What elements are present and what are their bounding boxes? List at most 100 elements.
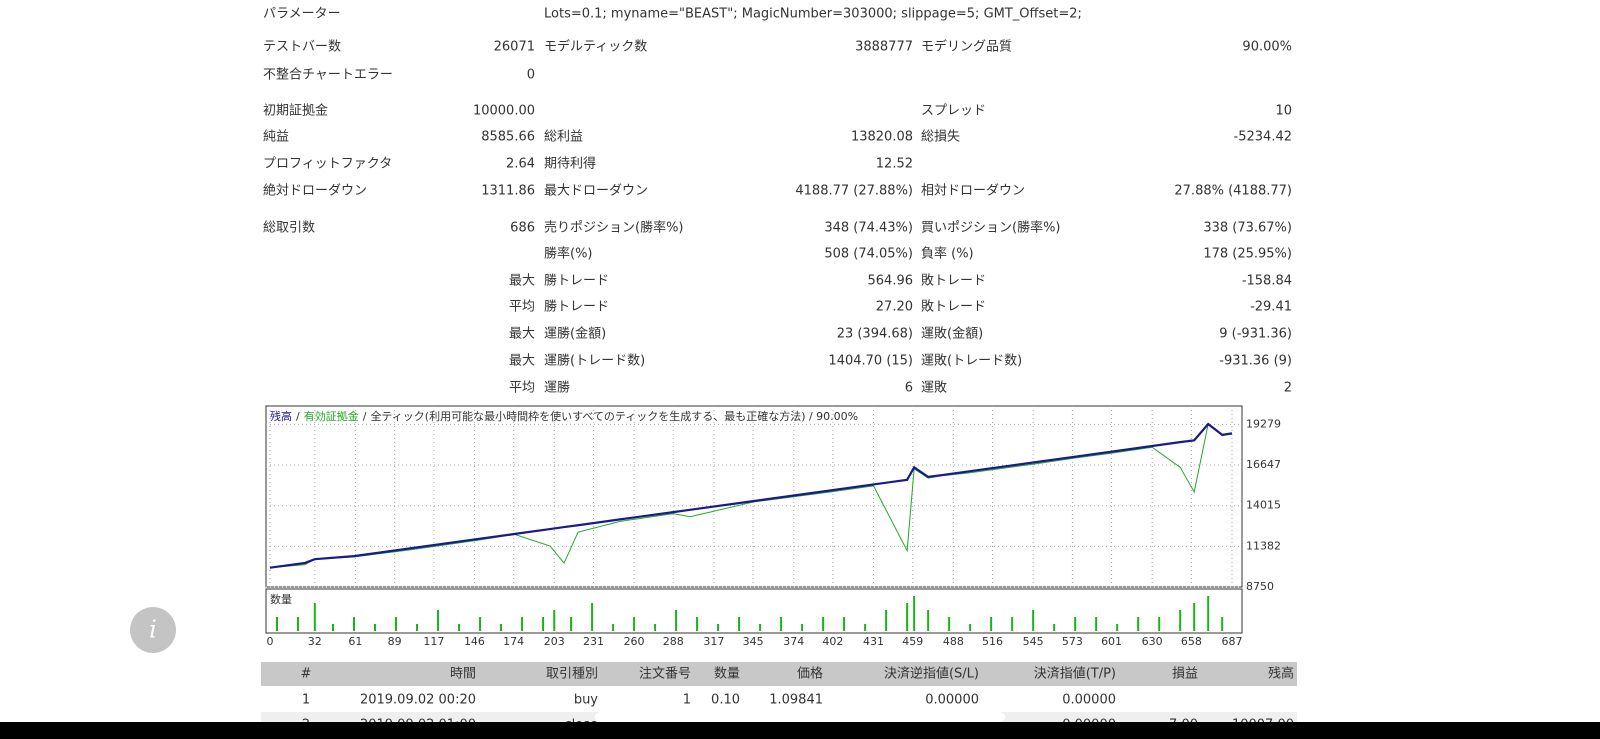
table-header: 注文番号 [639,667,691,682]
x-tick-label: 374 [783,635,804,648]
report-value: 0 [527,68,535,83]
report-value: 1404.70 (15) [828,354,913,369]
report-label: 総損失 [921,130,960,145]
report-label: 不整合チャートエラー [263,68,393,83]
report-label: スプレッド [921,104,986,119]
report-label: モデルティック数 [544,39,647,55]
report-value: -29.41 [1250,300,1292,315]
x-tick-label: 402 [822,635,843,648]
table-header: 損益 [1172,667,1198,682]
report-value: 686 [510,221,535,236]
volume-bar [374,624,377,631]
report-value: 13820.08 [851,130,913,145]
legend-separator: / [296,410,300,423]
report-label: 運敗(トレード数) [921,354,1022,369]
x-tick-label: 117 [423,635,444,648]
volume-bar [843,617,846,631]
volume-bar [1221,617,1224,631]
x-tick-label: 231 [583,635,604,648]
volume-bar [479,617,482,631]
info-button[interactable] [130,607,176,653]
report-value: 564.96 [868,274,914,289]
report-value: 4188.77 (27.88%) [795,184,913,199]
volume-bar [297,617,300,631]
report-value: 平均 [509,300,535,315]
volume-bar [570,617,573,631]
report-value: 348 (74.43%) [824,221,913,236]
report-value: 6 [905,381,913,396]
volume-bar [1074,617,1077,631]
report-value: 12.52 [876,157,913,172]
volume-bar [437,610,440,631]
volume-bar [612,624,615,631]
x-tick-label: 203 [544,635,565,648]
volume-bar [500,624,503,631]
volume-bar [1116,624,1119,631]
volume-bar [276,617,279,631]
volume-bar [313,603,316,631]
table-header-bg [261,662,1297,686]
report-value: 最大 [509,274,535,289]
legend-note: 全ティック(利用可能な最小時間枠を使いすべてのティックを生成する、最も正確な方法… [370,409,858,423]
report-label: 純益 [263,130,289,145]
volume-bar [1032,610,1035,631]
report-label: 負率 (%) [921,246,974,262]
report-label: 勝トレード [544,274,609,289]
x-tick-label: 516 [982,635,1003,648]
volume-bar [1158,617,1161,631]
volume-bar [759,624,762,631]
report-value: 2.64 [506,157,535,172]
volume-bar [990,617,993,631]
volume-bar [395,617,398,631]
volume-bar [1137,617,1140,631]
report-label: 敗トレード [921,300,986,315]
x-tick-label: 32 [308,635,322,648]
volume-bar [654,624,657,631]
volume-bar [822,617,825,631]
volume-bar [591,603,594,631]
volume-bar [913,596,916,631]
report-label: 買いポジション(勝率%) [921,220,1061,236]
table-cell: 2019.09.02 00:20 [360,693,476,708]
volume-bar [717,624,720,631]
x-tick-label: 89 [388,635,402,648]
volume-bar [1095,617,1098,631]
x-tick-label: 687 [1222,635,1243,648]
table-cell: 1 [683,693,691,708]
report-label: プロフィットファクタ [263,157,392,172]
report-value: 2 [1284,381,1292,396]
table-header: 決済逆指値(S/L) [884,666,979,682]
volume-bar [633,617,636,631]
report-value: 338 (73.67%) [1203,221,1292,236]
table-cell: 0.00000 [1062,693,1116,708]
report-value: 最大 [509,327,535,342]
report-label: 初期証拠金 [263,103,328,119]
report-label: テストバー数 [263,40,341,55]
volume-bar [696,617,699,631]
x-tick-label: 174 [503,635,524,648]
series-line [269,423,1233,569]
home-indicator [595,712,1005,722]
table-cell: 0.00000 [925,693,979,708]
report-label: 最大ドローダウン [544,184,648,199]
report-value: 最大 [509,354,535,369]
legend-entry: 有効証拠金 [304,409,359,423]
x-tick-label: 459 [902,635,923,648]
volume-bar [553,610,556,631]
report-value: 1311.86 [481,184,535,199]
y-tick-label: 16647 [1246,458,1281,471]
volume-bar [864,624,867,631]
report-label: 運敗 [921,381,947,396]
volume-bar [948,617,951,631]
x-tick-label: 61 [348,635,362,648]
report-label: モデリング品質 [921,39,1012,55]
table-header: 時間 [450,667,476,682]
x-tick-label: 260 [624,635,645,648]
report-label: 運勝(トレード数) [544,354,645,369]
volume-bar [801,624,804,631]
report-label: 勝トレード [544,300,609,315]
report-value: 27.20 [876,300,913,315]
table-header: 取引種別 [546,666,598,682]
volume-bar [675,610,678,631]
